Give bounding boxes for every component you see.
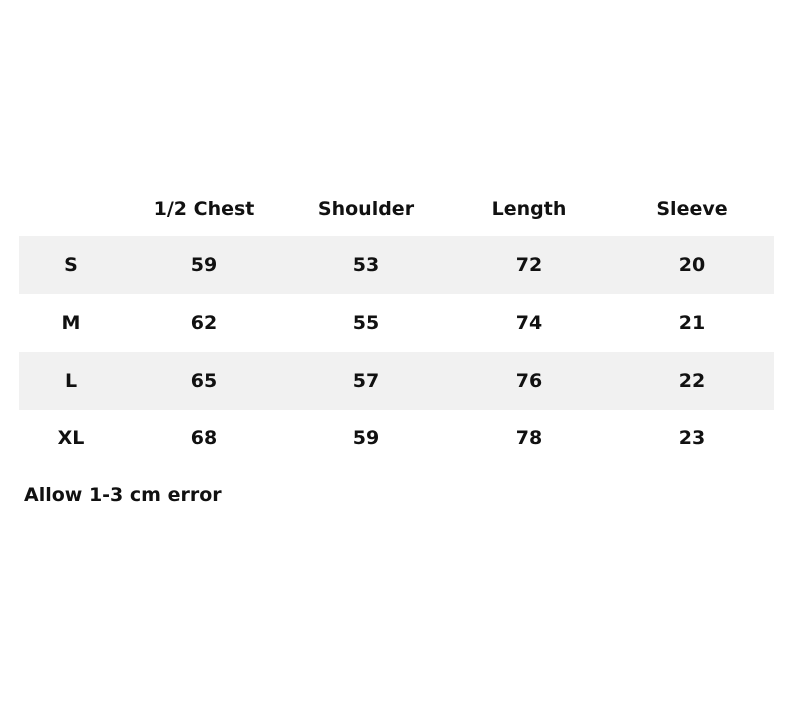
size-label: L xyxy=(64,370,78,392)
size-label: M xyxy=(61,312,81,334)
measurement-cell: 57 xyxy=(352,370,380,392)
measurement-cell: 78 xyxy=(515,427,543,449)
column-header: Shoulder xyxy=(317,198,415,220)
size-label: XL xyxy=(57,427,85,449)
measurement-cell: 23 xyxy=(678,427,706,449)
measurement-cell: 62 xyxy=(190,312,218,334)
error-note: Allow 1-3 cm error xyxy=(24,484,222,506)
table-row: XL 68 59 78 23 xyxy=(19,409,774,467)
measurement-cell: 76 xyxy=(515,370,543,392)
measurement-cell: 20 xyxy=(678,254,706,276)
measurement-cell: 53 xyxy=(352,254,380,276)
measurement-cell: 72 xyxy=(515,254,543,276)
measurement-cell: 22 xyxy=(678,370,706,392)
table-row: S 59 53 72 20 xyxy=(19,236,774,294)
table-row: M 62 55 74 21 xyxy=(19,294,774,352)
measurement-cell: 74 xyxy=(515,312,543,334)
measurement-cell: 59 xyxy=(352,427,380,449)
measurement-cell: 55 xyxy=(352,312,380,334)
measurement-cell: 68 xyxy=(190,427,218,449)
table-row: L 65 57 76 22 xyxy=(19,352,774,410)
column-header: 1/2 Chest xyxy=(153,198,255,220)
size-label: S xyxy=(64,254,78,276)
column-header: Length xyxy=(491,198,567,220)
column-header: Sleeve xyxy=(656,198,728,220)
measurement-cell: 65 xyxy=(190,370,218,392)
measurement-cell: 59 xyxy=(190,254,218,276)
header-row: 1/2 Chest Shoulder Length Sleeve xyxy=(19,180,774,238)
measurement-cell: 21 xyxy=(678,312,706,334)
